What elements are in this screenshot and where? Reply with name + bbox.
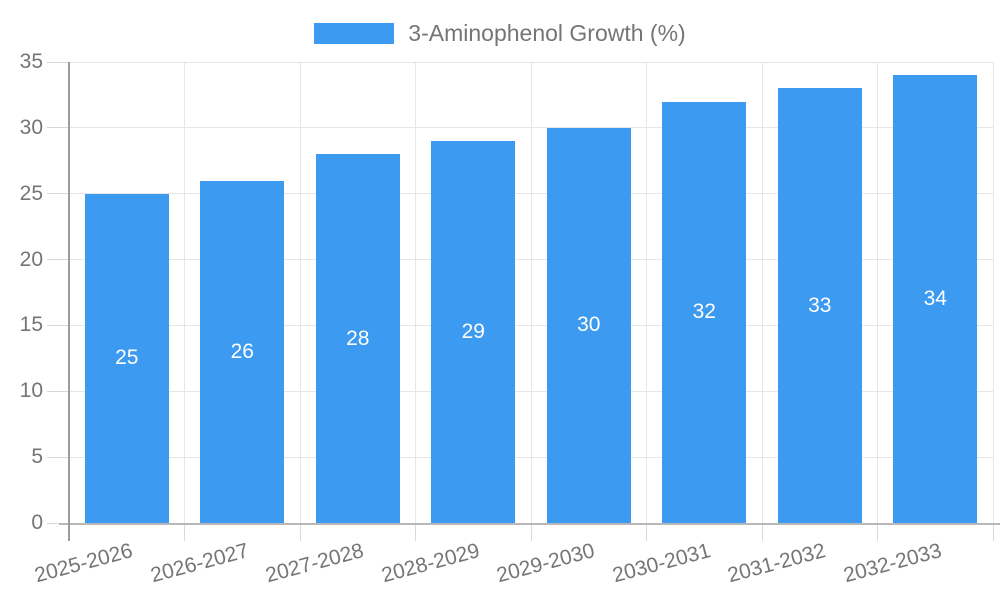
bar-value-label: 29 xyxy=(461,320,485,343)
x-axis-tick xyxy=(530,524,532,541)
y-axis-tick xyxy=(47,390,69,392)
y-axis-tick-label: 0 xyxy=(31,511,43,534)
gridline-vertical xyxy=(877,62,878,523)
y-axis-tick xyxy=(47,522,69,524)
y-axis-tick-label: 20 xyxy=(19,247,43,271)
x-axis-line xyxy=(59,523,1000,525)
x-axis-tick xyxy=(299,524,301,541)
bar-value-label: 26 xyxy=(230,339,254,363)
legend: 3-Aminophenol Growth (%) xyxy=(0,22,1000,45)
y-axis-tick-label: 15 xyxy=(19,313,43,337)
x-axis-label: 2026-2027 xyxy=(147,539,251,588)
y-axis-tick xyxy=(47,324,69,326)
gridline-vertical xyxy=(415,62,416,523)
x-axis-tick xyxy=(992,524,994,541)
bar-value-label: 34 xyxy=(923,287,947,311)
bar-value-label: 32 xyxy=(692,300,716,324)
bar[interactable]: 28 xyxy=(315,154,400,523)
bar-value-label: 25 xyxy=(115,346,139,370)
bar-value-label: 28 xyxy=(346,326,370,350)
y-axis-tick xyxy=(47,61,69,63)
y-axis-tick xyxy=(47,193,69,195)
x-axis-label: 2029-2030 xyxy=(494,539,598,588)
bar[interactable]: 34 xyxy=(893,75,978,523)
bar[interactable]: 26 xyxy=(200,180,285,523)
bar[interactable]: 25 xyxy=(84,193,169,523)
gridline-vertical xyxy=(646,62,647,523)
x-axis-tick xyxy=(646,524,647,541)
x-axis-tick xyxy=(877,524,878,541)
y-axis-tick xyxy=(47,259,69,261)
y-axis-tick-label: 35 xyxy=(19,50,43,73)
bar[interactable]: 30 xyxy=(546,127,631,523)
gridline-vertical xyxy=(761,62,763,523)
y-axis-line xyxy=(67,62,70,541)
bar[interactable]: 32 xyxy=(662,101,747,523)
y-axis-tick-label: 30 xyxy=(19,115,43,139)
bar-value-label: 33 xyxy=(808,293,832,317)
y-axis-tick-label: 25 xyxy=(19,181,43,205)
x-axis-tick xyxy=(184,524,185,541)
y-axis-tick xyxy=(47,456,69,458)
x-axis-label: 2031-2032 xyxy=(725,539,829,588)
bar[interactable]: 29 xyxy=(431,141,516,523)
x-axis-tick xyxy=(761,524,763,541)
gridline-vertical xyxy=(299,62,301,523)
bar-value-label: 30 xyxy=(577,313,601,337)
gridline-vertical xyxy=(992,62,994,523)
legend-swatch xyxy=(314,23,395,44)
legend-label: 3-Aminophenol Growth (%) xyxy=(408,20,686,46)
x-axis-label: 2027-2028 xyxy=(263,539,367,588)
gridline-vertical xyxy=(184,62,185,523)
bar[interactable]: 33 xyxy=(777,88,862,523)
y-axis-tick-label: 5 xyxy=(31,445,43,469)
y-axis-tick xyxy=(47,127,69,129)
legend-item[interactable]: 3-Aminophenol Growth (%) xyxy=(314,20,686,46)
y-axis-tick-label: 10 xyxy=(19,379,43,403)
x-axis-label: 2025-2026 xyxy=(32,539,136,588)
x-axis-label: 2032-2033 xyxy=(840,539,944,588)
x-axis-tick xyxy=(415,524,416,541)
x-axis-label: 2030-2031 xyxy=(609,539,713,588)
gridline-vertical xyxy=(530,62,532,523)
x-axis-label: 2028-2029 xyxy=(378,539,482,588)
